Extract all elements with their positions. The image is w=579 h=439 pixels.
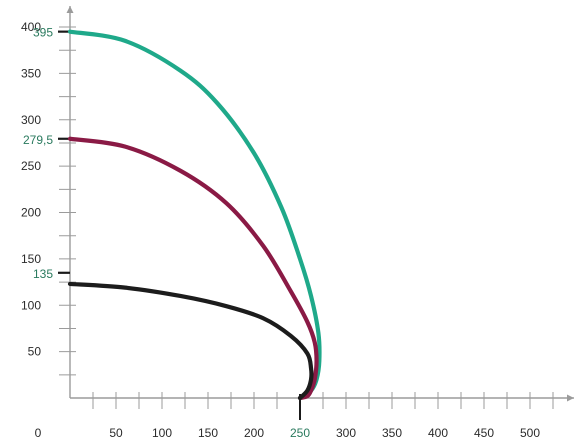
axes [58, 6, 574, 420]
x-tick-label: 350 [382, 426, 402, 439]
y-tick-label: 200 [21, 206, 41, 220]
y-tick-label: 100 [21, 298, 41, 312]
y-tick-label: 350 [21, 66, 41, 80]
x-tick-label: 200 [244, 426, 264, 439]
x-tick-label: 450 [474, 426, 494, 439]
origin-label: 0 [35, 426, 42, 439]
y-tick-label: 150 [21, 252, 41, 266]
series-line-2 [67, 136, 319, 401]
highlight-x-label: 250 [290, 426, 310, 439]
x-tick-label: 300 [336, 426, 356, 439]
x-tick-label: 500 [520, 426, 540, 439]
series-line-1 [67, 29, 322, 401]
series-group [67, 29, 322, 401]
y-tick-label: 300 [21, 113, 41, 127]
series-line-3 [67, 281, 314, 401]
y-tick-label: 250 [21, 159, 41, 173]
x-tick-label: 100 [152, 426, 172, 439]
y-tick-label: 50 [28, 345, 42, 359]
labels-group: 50 100 150 200 300 350 400 450 500 50 100 150 200 250… [21, 20, 540, 439]
x-tick-label: 150 [198, 426, 218, 439]
y-axis-arrow-icon [66, 6, 74, 13]
x-axis-arrow-icon [567, 394, 574, 402]
highlight-y-label: 135 [33, 267, 53, 281]
highlight-y-label: 279,5 [23, 133, 53, 147]
x-tick-label: 50 [109, 426, 123, 439]
highlight-y-label: 395 [33, 26, 53, 40]
y-tick-label: 400 [21, 20, 41, 34]
x-tick-label: 400 [428, 426, 448, 439]
